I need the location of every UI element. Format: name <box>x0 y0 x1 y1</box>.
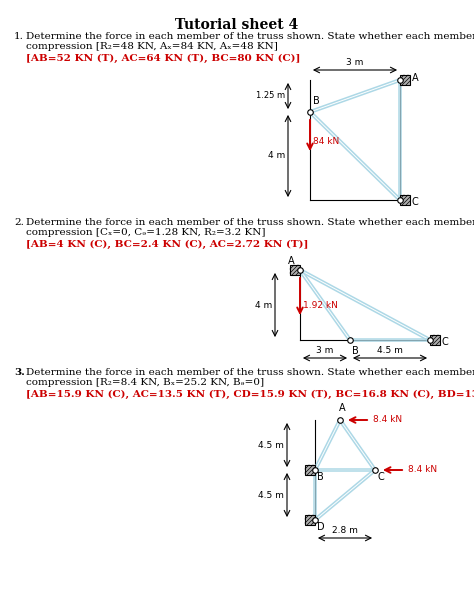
Text: 84 kN: 84 kN <box>313 137 339 147</box>
Text: 3 m: 3 m <box>346 58 364 67</box>
Text: [AB=15.9 KN (C), AC=13.5 KN (T), CD=15.9 KN (T), BC=16.8 KN (C), BD=13.5 KN (C)]: [AB=15.9 KN (C), AC=13.5 KN (T), CD=15.9… <box>26 390 474 399</box>
Text: Determine the force in each member of the truss shown. State whether each member: Determine the force in each member of th… <box>26 32 474 51</box>
Text: Tutorial sheet 4: Tutorial sheet 4 <box>175 18 299 32</box>
Text: 3 m: 3 m <box>316 346 334 355</box>
Bar <box>430 335 440 345</box>
Bar <box>305 465 315 475</box>
Text: 2.8 m: 2.8 m <box>332 526 358 535</box>
Text: 2.: 2. <box>14 218 24 227</box>
Text: A: A <box>339 403 346 413</box>
Text: B: B <box>317 472 324 482</box>
Text: Determine the force in each member of the truss shown. State whether each member: Determine the force in each member of th… <box>26 218 474 237</box>
Text: 8.4 kN: 8.4 kN <box>373 416 402 424</box>
Text: D: D <box>317 522 325 532</box>
Bar <box>290 265 300 275</box>
Text: 1.25 m: 1.25 m <box>256 91 285 101</box>
Text: 1.: 1. <box>14 32 24 41</box>
Text: 4.5 m: 4.5 m <box>258 490 284 500</box>
Text: B: B <box>313 96 320 106</box>
Text: 4 m: 4 m <box>268 151 285 161</box>
Bar <box>400 195 410 205</box>
Text: [AB=52 KN (T), AC=64 KN (T), BC=80 KN (C)]: [AB=52 KN (T), AC=64 KN (T), BC=80 KN (C… <box>26 54 301 63</box>
Text: C: C <box>378 472 385 482</box>
Text: 4 m: 4 m <box>255 300 272 310</box>
Bar <box>400 75 410 85</box>
Text: C: C <box>442 337 449 347</box>
Text: B: B <box>352 346 359 356</box>
Text: 1.92 kN: 1.92 kN <box>303 300 338 310</box>
Text: 8.4 kN: 8.4 kN <box>408 465 437 474</box>
Text: 4.5 m: 4.5 m <box>258 441 284 449</box>
Text: 4.5 m: 4.5 m <box>377 346 403 355</box>
Text: A: A <box>288 256 295 266</box>
Text: C: C <box>412 197 419 207</box>
Text: A: A <box>412 73 419 83</box>
Text: [AB=4 KN (C), BC=2.4 KN (C), AC=2.72 KN (T)]: [AB=4 KN (C), BC=2.4 KN (C), AC=2.72 KN … <box>26 240 309 249</box>
Text: Determine the force in each member of the truss shown. State whether each member: Determine the force in each member of th… <box>26 368 474 387</box>
Text: 3.: 3. <box>14 368 25 377</box>
Bar <box>305 515 315 525</box>
